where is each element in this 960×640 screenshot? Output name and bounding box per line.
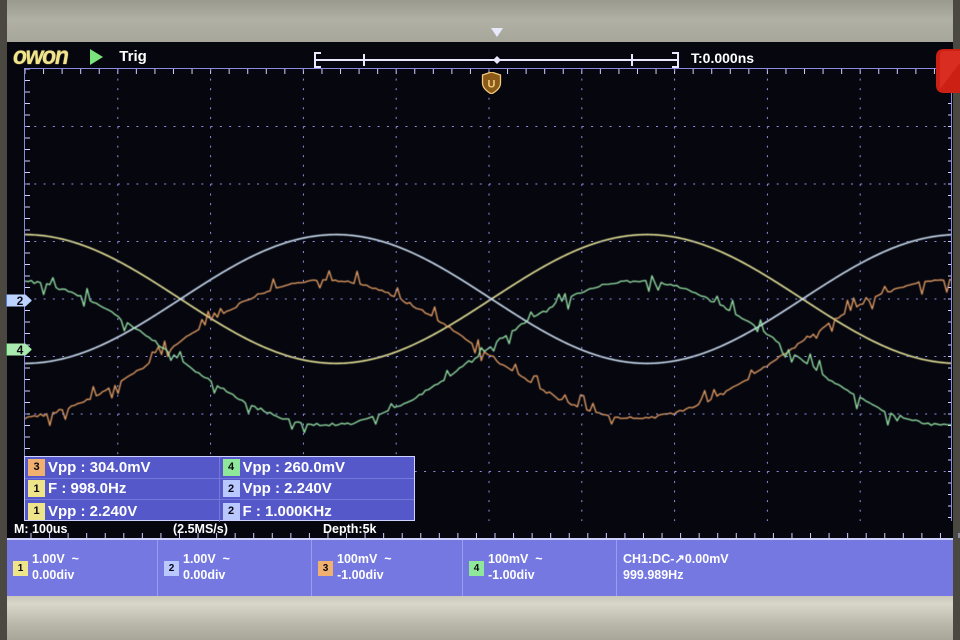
svg-text:U: U [488,79,496,91]
